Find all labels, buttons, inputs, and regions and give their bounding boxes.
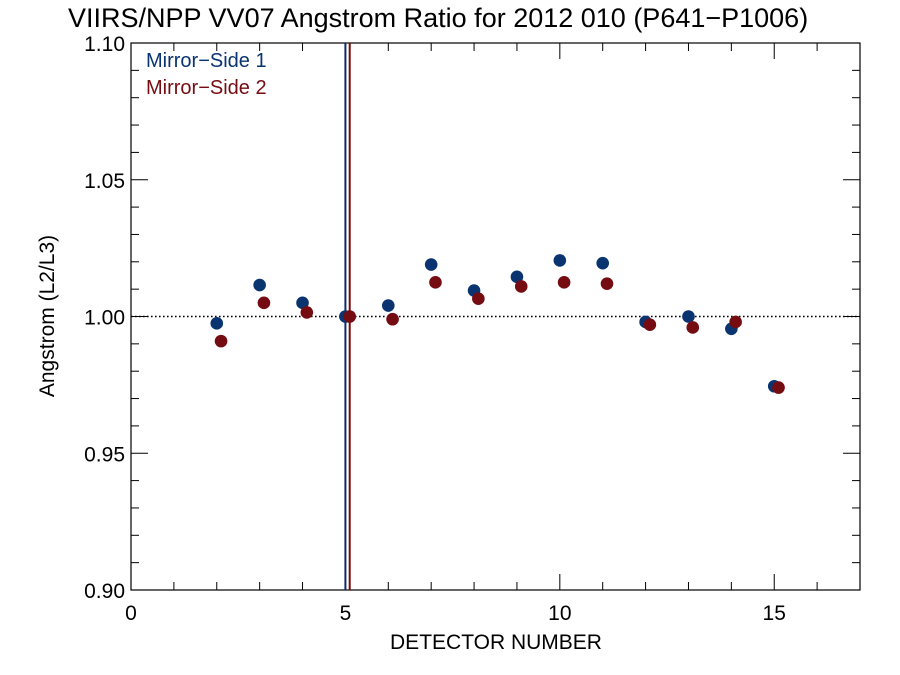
- data-point-series-2: [343, 310, 357, 323]
- y-tick-label: 0.95: [84, 443, 125, 466]
- x-tick-label: 10: [548, 602, 571, 625]
- data-point-series-1: [510, 270, 524, 284]
- data-point-series-1: [381, 299, 395, 312]
- data-point-series-1: [210, 317, 224, 330]
- data-point-series-2: [729, 315, 742, 329]
- data-point-series-2: [772, 381, 785, 394]
- data-point-series-1: [424, 258, 438, 271]
- y-tick-label: 0.90: [84, 580, 125, 603]
- data-point-series-2: [429, 276, 442, 289]
- data-point-series-1: [296, 296, 309, 310]
- legend-entry-1: Mirror−Side 1: [146, 50, 267, 72]
- y-tick-label: 1.00: [84, 307, 125, 330]
- data-point-series-2: [600, 277, 614, 290]
- data-point-series-1: [682, 310, 695, 323]
- data-point-series-2: [472, 292, 485, 306]
- legend-entry-2: Mirror−Side 2: [146, 77, 267, 99]
- y-tick-label: 1.10: [84, 33, 125, 56]
- x-tick-label: 15: [763, 602, 786, 625]
- plot-area: 0 5 10 15 0.90 0.95 1.00 1.05 1.10 Mirror−Side 1 M…: [84, 33, 861, 625]
- data-point-series-2: [257, 296, 271, 310]
- x-axis-label: DETECTOR NUMBER: [390, 631, 602, 654]
- data-point-series-2: [214, 334, 228, 348]
- chart-title: VIIRS/NPP VV07 Angstrom Ratio for 2012 0…: [68, 3, 808, 33]
- data-point-series-1: [596, 256, 610, 270]
- x-tick-label: 0: [125, 602, 137, 625]
- data-point-series-2: [643, 318, 657, 332]
- data-point-series-1: [553, 254, 567, 267]
- y-tick-label: 1.05: [84, 170, 125, 193]
- x-tick-label: 5: [340, 602, 352, 625]
- data-point-series-2: [386, 312, 399, 326]
- data-point-series-2: [686, 321, 700, 334]
- data-point-series-2: [300, 306, 314, 319]
- y-axis-label: Angstrom (L2/L3): [36, 235, 59, 397]
- data-point-series-2: [557, 276, 571, 289]
- data-point-series-2: [514, 280, 528, 293]
- data-point-series-1: [253, 278, 266, 292]
